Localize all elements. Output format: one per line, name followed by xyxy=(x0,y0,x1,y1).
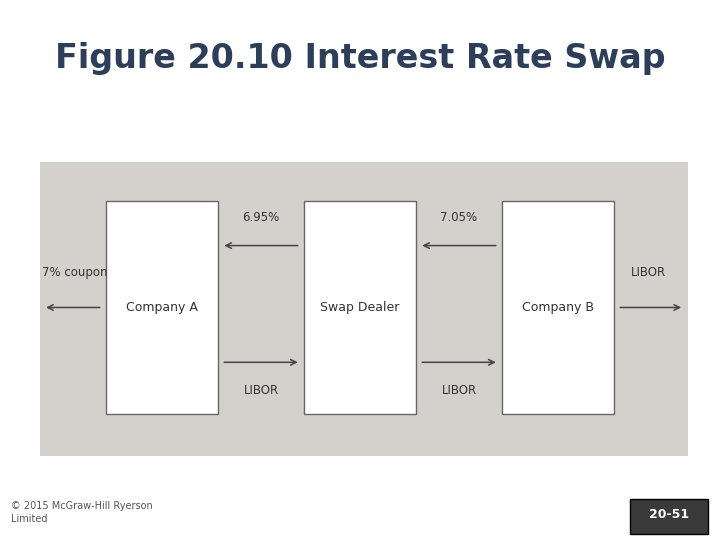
Text: LIBOR: LIBOR xyxy=(243,384,279,397)
Bar xyxy=(107,201,218,414)
Text: 20-51: 20-51 xyxy=(649,508,689,521)
Bar xyxy=(304,201,416,414)
Text: LIBOR: LIBOR xyxy=(631,266,667,279)
Bar xyxy=(503,201,613,414)
Text: Company A: Company A xyxy=(126,301,198,314)
Text: 7.05%: 7.05% xyxy=(441,211,477,224)
Text: 7% coupon: 7% coupon xyxy=(42,266,107,279)
Bar xyxy=(40,163,688,456)
Text: Swap Dealer: Swap Dealer xyxy=(320,301,400,314)
FancyBboxPatch shape xyxy=(630,499,708,534)
Text: LIBOR: LIBOR xyxy=(441,384,477,397)
Text: Figure 20.10 Interest Rate Swap: Figure 20.10 Interest Rate Swap xyxy=(55,42,665,75)
Text: Company B: Company B xyxy=(522,301,594,314)
Text: © 2015 McGraw-Hill Ryerson
Limited: © 2015 McGraw-Hill Ryerson Limited xyxy=(11,501,153,524)
Text: 6.95%: 6.95% xyxy=(243,211,279,224)
